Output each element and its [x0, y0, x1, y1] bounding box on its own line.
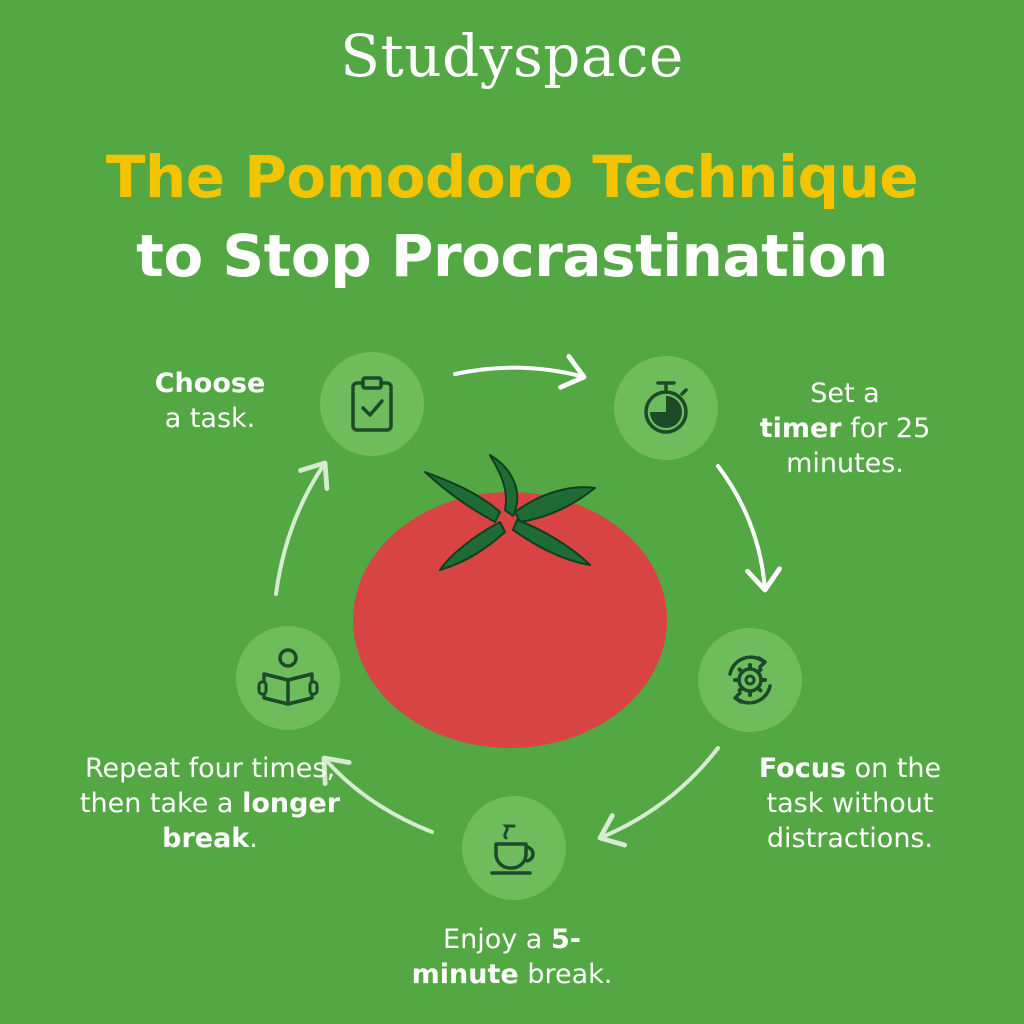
step-focus-bold: Focus	[758, 753, 847, 784]
arrow-focus-to-break	[597, 746, 720, 848]
step-choose-text: Choose a task.	[130, 366, 290, 436]
arrow-timer-to-focus	[716, 464, 782, 593]
step-repeat-bold: longer break	[162, 788, 341, 854]
step-focus-icon-circle	[698, 628, 802, 732]
step-repeat-rest: .	[249, 823, 258, 854]
step-timer-text: Set a timer for 25 minutes.	[740, 376, 950, 481]
step-break-text: Enjoy a 5-minute break.	[392, 922, 632, 992]
step-break-rest: break.	[527, 959, 613, 990]
step-repeat-text: Repeat four times, then take a longer br…	[70, 751, 350, 856]
step-timer-bold: timer	[759, 413, 842, 444]
step-choose-icon-circle	[320, 352, 424, 456]
title-line-1: The Pomodoro Technique	[105, 143, 919, 211]
gear-cycle-icon	[728, 655, 772, 705]
step-focus-rest: on the task without distractions.	[766, 753, 942, 854]
step-break-lead: Enjoy a	[443, 924, 543, 955]
step-timer-lead: Set a	[810, 378, 880, 409]
tomato-body	[353, 492, 667, 748]
coffee-cup-icon	[490, 824, 535, 875]
arrow-repeat-to-choose	[274, 460, 330, 596]
step-break-icon-circle	[462, 796, 566, 900]
clipboard-check-icon	[351, 376, 393, 432]
title-line-2: to Stop Procrastination	[136, 222, 888, 290]
arrow-break-to-repeat	[321, 755, 434, 834]
step-focus-text: Focus on the task without distractions.	[740, 751, 960, 856]
arrow-choose-to-timer	[453, 354, 587, 390]
step-timer-icon-circle	[614, 356, 718, 460]
person-reading-icon	[257, 648, 319, 706]
stopwatch-icon	[644, 381, 688, 434]
step-break-bold: 5-minute	[411, 924, 581, 990]
brand-logo: Studyspace	[340, 22, 684, 90]
tomato-illustration	[353, 454, 667, 748]
step-timer-rest: for 25 minutes.	[786, 413, 931, 479]
tomato-leaves-icon	[424, 454, 596, 571]
step-choose-bold: Choose	[154, 368, 266, 399]
step-repeat-lead: Repeat four times, then take a	[79, 753, 336, 819]
step-repeat-icon-circle	[236, 626, 340, 730]
step-choose-rest: a task.	[164, 403, 256, 434]
